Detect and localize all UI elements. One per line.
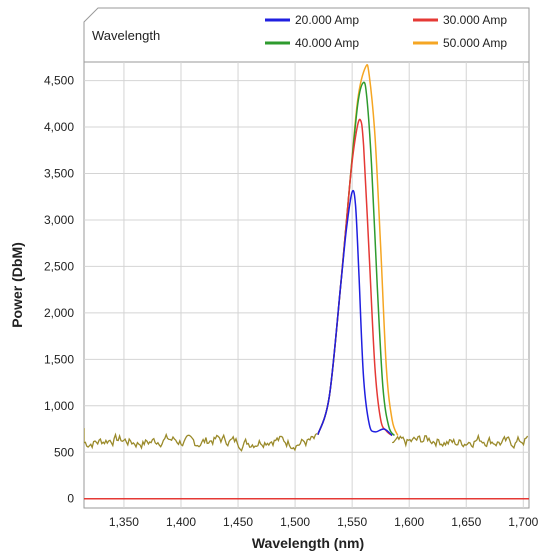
y-tick-label: 4,000 bbox=[44, 120, 74, 134]
y-tick-label: 4,500 bbox=[44, 74, 74, 88]
plot-area bbox=[83, 61, 530, 509]
legend-label: 30.000 Amp bbox=[443, 13, 507, 27]
legend-label: 20.000 Amp bbox=[295, 13, 359, 27]
y-tick-label: 500 bbox=[54, 445, 74, 459]
chart-title: Wavelength bbox=[92, 28, 160, 43]
legend-label: 50.000 Amp bbox=[443, 36, 507, 50]
x-tick-label: 1,350 bbox=[109, 515, 139, 529]
x-tick-label: 1,400 bbox=[166, 515, 196, 529]
noise-floor-left bbox=[84, 428, 318, 452]
y-axis-ticks: 0 500 1,000 1,500 2,000 2,500 3,000 3,500 4,000 4… bbox=[44, 74, 74, 506]
y-tick-label: 0 bbox=[67, 492, 74, 506]
y-tick-label: 2,500 bbox=[44, 259, 74, 273]
x-tick-label: 1,550 bbox=[337, 515, 367, 529]
x-tick-label: 1,450 bbox=[223, 515, 253, 529]
x-tick-label: 1,650 bbox=[451, 515, 481, 529]
series-line-0 bbox=[317, 189, 393, 437]
y-tick-label: 3,000 bbox=[44, 213, 74, 227]
legend-label: 40.000 Amp bbox=[295, 36, 359, 50]
noise-floor-right bbox=[392, 433, 529, 450]
x-axis-label: Wavelength (nm) bbox=[252, 535, 364, 551]
x-tick-label: 1,700 bbox=[508, 515, 538, 529]
y-tick-label: 3,500 bbox=[44, 167, 74, 181]
x-tick-label: 1,600 bbox=[394, 515, 424, 529]
y-axis-label: Power (DbM) bbox=[9, 242, 25, 328]
y-tick-label: 1,000 bbox=[44, 399, 74, 413]
x-tick-label: 1,500 bbox=[280, 515, 310, 529]
plot-lines bbox=[84, 64, 529, 500]
y-tick-label: 1,500 bbox=[44, 352, 74, 366]
x-axis-ticks: 1,350 1,400 1,450 1,500 1,550 1,600 1,650 1,700 bbox=[109, 515, 539, 529]
legend: 20.000 Amp 30.000 Amp 40.000 Amp 50.000 Amp bbox=[265, 13, 507, 50]
y-tick-label: 2,000 bbox=[44, 306, 74, 320]
